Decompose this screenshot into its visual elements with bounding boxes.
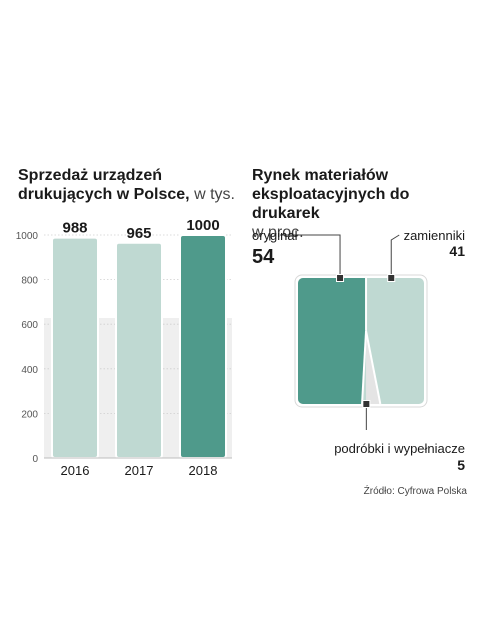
- bar-chart-title-main: Sprzedaż urządzeń drukujących w Polsce,: [18, 167, 190, 203]
- label-zamienniki-name: zamienniki: [404, 228, 466, 243]
- share-segments: [298, 278, 424, 404]
- bar-value-label: 965: [126, 225, 151, 242]
- label-podrobki-value: 5: [457, 457, 465, 473]
- marker-oryginal: [336, 274, 345, 282]
- bar: [115, 241, 163, 460]
- y-tick-label: 200: [21, 409, 38, 420]
- segment-oryginal: [298, 278, 367, 404]
- y-tick-label: 0: [32, 454, 38, 465]
- label-podrobki-name: podróbki i wypełniacze: [334, 441, 465, 456]
- y-tick-label: 400: [21, 365, 38, 376]
- label-oryginal-value: 54: [252, 246, 275, 268]
- segment-podrobki: [366, 330, 381, 404]
- separator: [361, 330, 368, 404]
- bar-value-label: 1000: [186, 217, 219, 234]
- x-tick-label: 2016: [61, 463, 90, 478]
- bar-value-label: 988: [62, 220, 87, 237]
- separator: [365, 330, 382, 404]
- leader-line-zamienniki: [390, 234, 400, 278]
- share-chart-title-unit: w proc.: [252, 224, 304, 241]
- share-chart-title: Rynek materiałów eksploatacyjnych do dru…: [252, 166, 477, 242]
- label-oryginal-name: oryginał: [252, 228, 298, 243]
- bar-chart: 0 200 400 600 800 1000 988 2016 965 2017 1000 2018: [16, 217, 232, 478]
- source-note: Źródło: Cyfrowa Polska: [363, 486, 467, 497]
- bar: [51, 236, 99, 460]
- bar-chart-title-unit: w tys.: [189, 186, 235, 203]
- y-tick-label: 800: [21, 276, 38, 287]
- x-tick-label: 2018: [189, 463, 218, 478]
- marker-podrobki: [362, 400, 371, 408]
- leader-line-oryginal: [280, 234, 341, 278]
- share-chart-title-main: Rynek materiałów eksploatacyjnych do dru…: [252, 167, 410, 222]
- bar: [179, 234, 227, 459]
- marker-zamienniki: [387, 274, 396, 282]
- label-zamienniki-value: 41: [449, 243, 465, 259]
- y-tick-label: 600: [21, 320, 38, 331]
- x-tick-label: 2017: [125, 463, 154, 478]
- bar-chart-title: Sprzedaż urządzeń drukujących w Polsce, …: [18, 166, 248, 204]
- y-tick-label: 1000: [16, 231, 39, 242]
